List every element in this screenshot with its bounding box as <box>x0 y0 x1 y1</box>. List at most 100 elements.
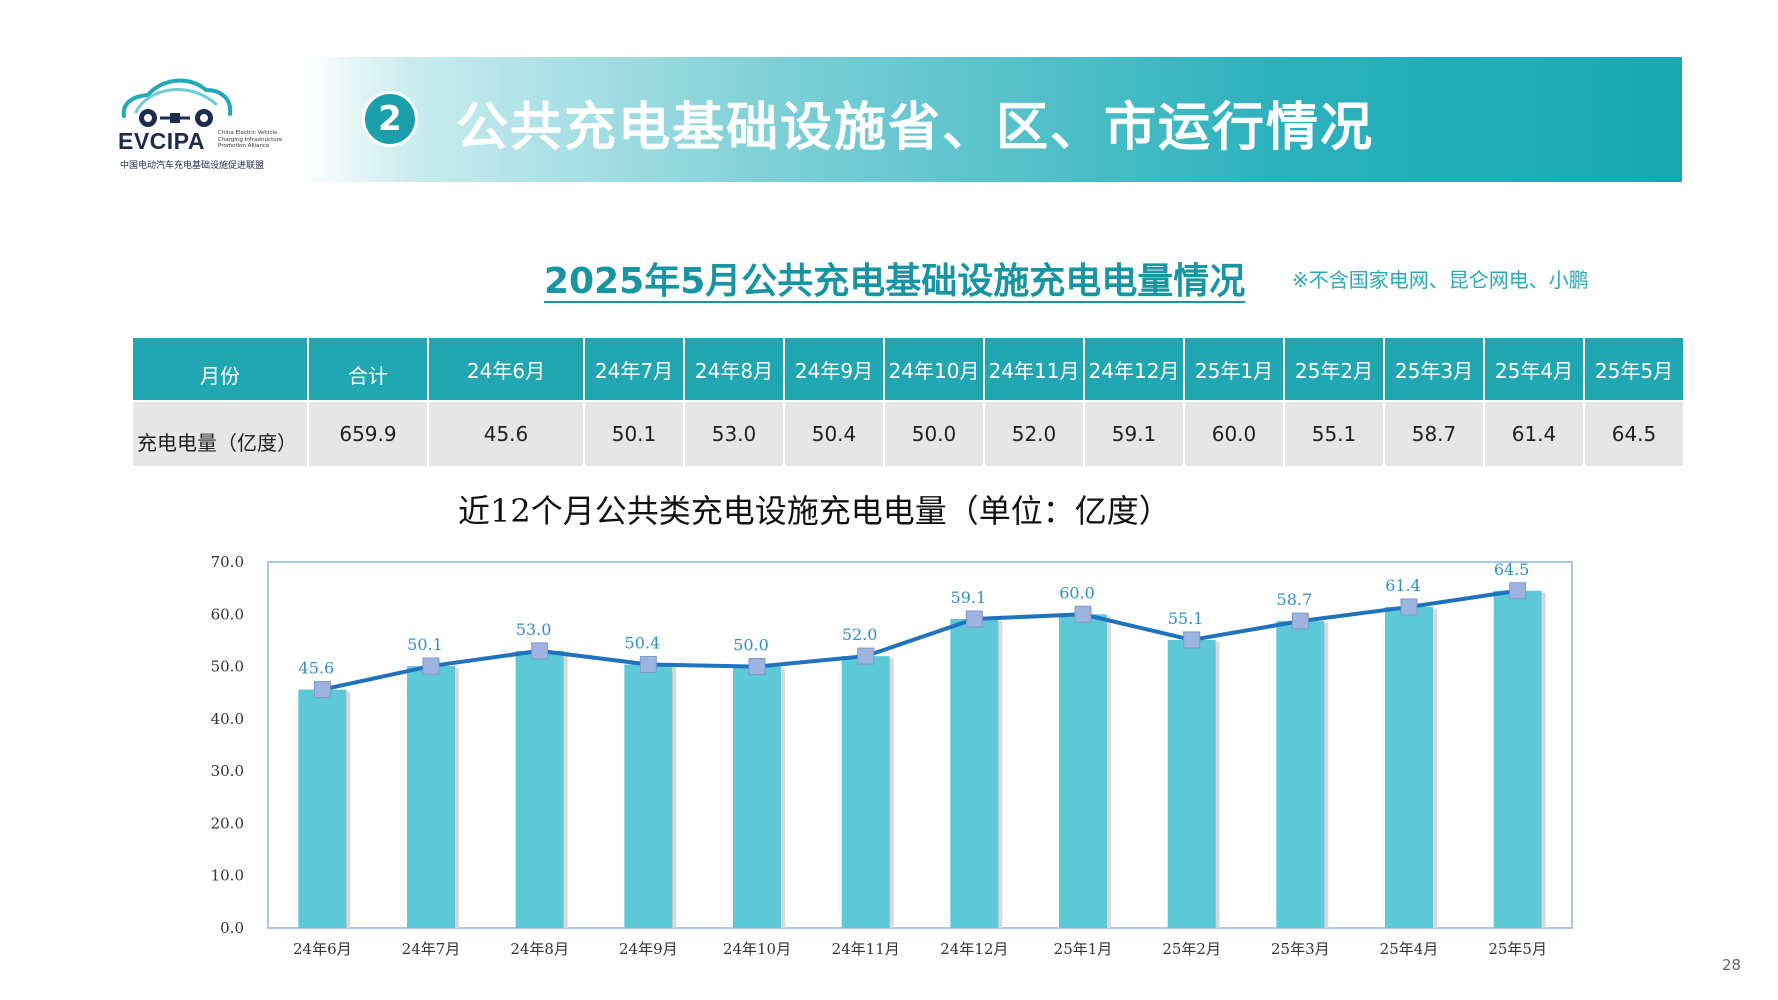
table-cell: 58.7 <box>1384 400 1485 466</box>
logo-subtext: 中国电动汽车充电基础设施促进联盟 <box>120 161 265 171</box>
y-tick-label: 10.0 <box>211 867 244 885</box>
data-label: 60.0 <box>1059 583 1095 602</box>
table-header: 24年10月 <box>884 338 985 401</box>
data-label: 55.1 <box>1168 609 1204 628</box>
data-label: 50.0 <box>733 636 769 655</box>
data-label: 64.5 <box>1494 560 1530 579</box>
table-header: 24年6月 <box>428 338 585 401</box>
table-cell: 55.1 <box>1284 400 1385 466</box>
table-header: 25年3月 <box>1384 338 1485 401</box>
table-header: 25年1月 <box>1184 338 1285 401</box>
table-cell: 52.0 <box>984 400 1085 466</box>
bar <box>515 650 564 928</box>
table-header: 24年12月 <box>1084 338 1185 401</box>
table-header: 24年11月 <box>984 338 1085 401</box>
data-label: 50.4 <box>625 633 661 652</box>
data-label: 58.7 <box>1277 590 1313 609</box>
bar <box>298 689 347 928</box>
line-point <box>1291 612 1309 630</box>
table-header: 月份 <box>133 338 309 401</box>
table-cell: 充电电量（亿度） <box>133 400 309 466</box>
line-point <box>1074 605 1092 623</box>
line-point <box>748 658 766 676</box>
line-point <box>1509 582 1527 600</box>
logo-name: EVCIPA <box>118 128 205 154</box>
table-header: 24年8月 <box>684 338 785 401</box>
table-header: 24年9月 <box>784 338 885 401</box>
x-tick-label: 24年10月 <box>723 940 791 958</box>
table-header: 25年2月 <box>1284 338 1385 401</box>
section-banner: 2 公共充电基础设施省、区、市运行情况 <box>302 57 1682 182</box>
table-cell: 50.1 <box>584 400 685 466</box>
line-point <box>313 681 331 699</box>
table-row: 充电电量（亿度） 659.9 45.6 50.1 53.0 50.4 50.0 … <box>133 400 1685 466</box>
y-tick-label: 50.0 <box>211 658 244 676</box>
bar <box>950 618 999 928</box>
table-header-row: 月份 合计 24年6月 24年7月 24年8月 24年9月 24年10月 24年… <box>133 338 1685 401</box>
x-tick-label: 25年2月 <box>1162 940 1221 958</box>
charging-volume-table: 月份 合计 24年6月 24年7月 24年8月 24年9月 24年10月 24年… <box>133 338 1685 466</box>
line-point <box>639 655 657 673</box>
page-number: 28 <box>1722 956 1742 974</box>
table-cell: 53.0 <box>684 400 785 466</box>
car-logo-icon <box>121 78 233 127</box>
chart-title: 近12个月公共类充电设施充电电量（单位：亿度） <box>458 492 1171 530</box>
bar <box>624 664 673 928</box>
table-cell: 59.1 <box>1084 400 1185 466</box>
line-point <box>1400 598 1418 616</box>
table-header: 25年4月 <box>1484 338 1585 401</box>
table-cell: 61.4 <box>1484 400 1585 466</box>
bar <box>407 666 455 928</box>
y-tick-label: 60.0 <box>211 605 244 623</box>
y-tick-label: 70.0 <box>211 553 244 571</box>
bar <box>1167 639 1216 928</box>
table-cell: 60.0 <box>1184 400 1285 466</box>
x-tick-label: 25年4月 <box>1380 940 1439 958</box>
y-tick-label: 0.0 <box>220 919 244 937</box>
bar <box>733 666 781 928</box>
data-label: 59.1 <box>951 588 987 607</box>
line-point <box>965 610 983 628</box>
table-header: 合计 <box>308 338 429 401</box>
x-tick-label: 24年11月 <box>832 940 900 958</box>
table-header: 25年5月 <box>1584 338 1685 401</box>
y-tick-label: 40.0 <box>211 710 244 728</box>
data-label: 53.0 <box>516 620 552 639</box>
line-point <box>531 642 549 660</box>
page-subtitle: 2025年5月公共充电基础设施充电电量情况 <box>544 261 1246 302</box>
x-tick-label: 24年8月 <box>510 940 569 958</box>
x-tick-label: 25年3月 <box>1271 940 1330 958</box>
y-tick-label: 20.0 <box>211 814 244 832</box>
exclusion-note: ※不含国家电网、昆仑网电、小鹏 <box>1292 268 1589 292</box>
bar <box>1276 621 1325 928</box>
plot-frame <box>267 561 1573 929</box>
x-tick-label: 25年5月 <box>1488 940 1547 958</box>
bar <box>1385 606 1433 928</box>
x-tick-label: 24年7月 <box>402 940 461 958</box>
x-tick-label: 24年6月 <box>293 940 352 958</box>
logo-side-text: China Electric Vehicle Charging Infrastr… <box>218 130 283 149</box>
data-label: 61.4 <box>1385 576 1421 595</box>
data-label: 45.6 <box>299 659 335 678</box>
table-cell: 659.9 <box>308 400 429 466</box>
bar <box>1493 590 1542 928</box>
table-cell: 64.5 <box>1584 400 1685 466</box>
bar <box>841 656 890 928</box>
line-point <box>857 647 875 665</box>
data-label: 50.1 <box>407 635 443 654</box>
table-cell: 50.0 <box>884 400 985 466</box>
table-header: 24年7月 <box>584 338 685 401</box>
line-point <box>422 657 440 675</box>
x-tick-label: 25年1月 <box>1054 940 1113 958</box>
section-title: 公共充电基础设施省、区、市运行情况 <box>456 98 1375 158</box>
series-line <box>321 588 1518 692</box>
data-label: 52.0 <box>842 625 878 644</box>
x-tick-label: 24年12月 <box>940 940 1008 958</box>
x-tick-label: 24年9月 <box>619 940 678 958</box>
section-number-badge: 2 <box>362 91 418 147</box>
evcipa-logo: EVCIPA China Electric Vehicle Charging I… <box>118 68 293 178</box>
bar <box>1059 614 1107 928</box>
line-point <box>1183 631 1201 649</box>
table-cell: 50.4 <box>784 400 885 466</box>
